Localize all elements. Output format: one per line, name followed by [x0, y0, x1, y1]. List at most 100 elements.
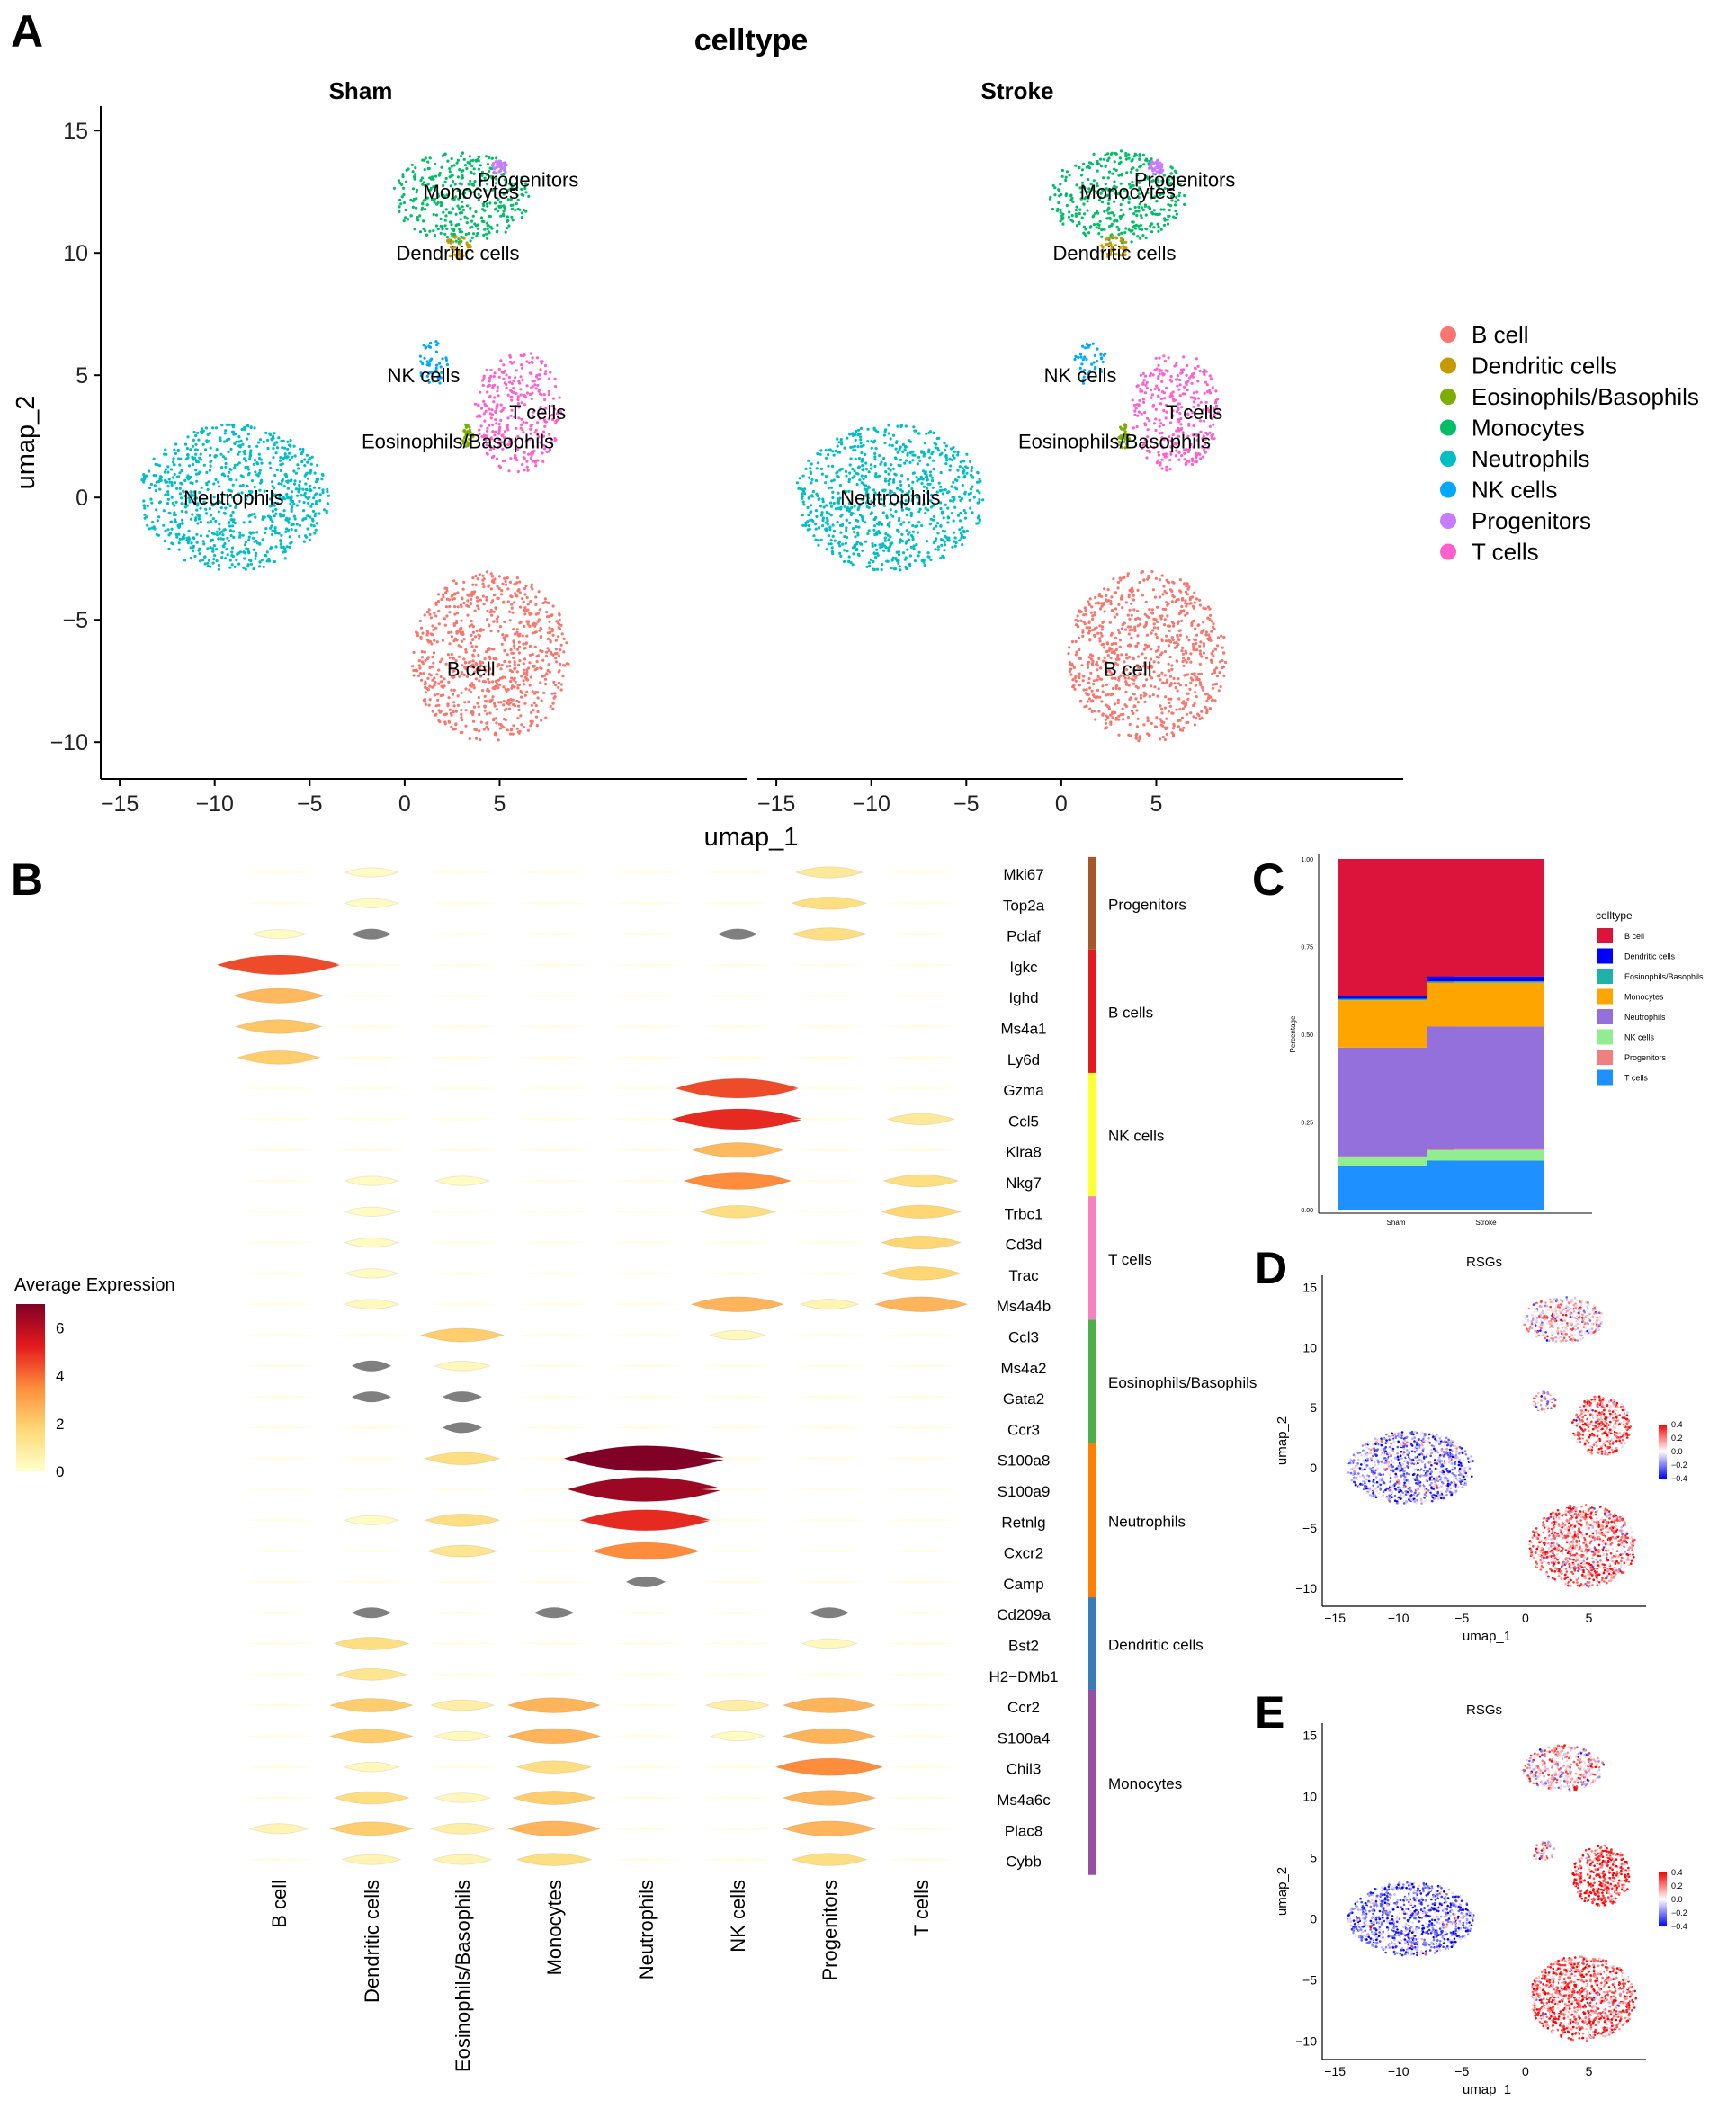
umap-point — [525, 360, 529, 363]
umap-point — [142, 499, 146, 503]
umap-point — [277, 482, 281, 486]
umap-point — [237, 452, 240, 456]
umap-point — [1190, 381, 1194, 385]
umap-point — [243, 543, 246, 547]
umap-point — [461, 208, 466, 212]
umap-point — [525, 634, 529, 638]
umap-point — [186, 435, 190, 439]
umap-point — [448, 642, 452, 646]
umap-point — [541, 602, 545, 605]
umap-point — [1140, 571, 1143, 575]
umap-point — [249, 532, 253, 535]
umap-point — [852, 531, 856, 534]
umap-point — [290, 528, 293, 532]
umap-point — [495, 657, 498, 661]
umap-point — [1092, 361, 1096, 364]
umap-point — [1141, 234, 1145, 237]
umap-point — [1150, 608, 1154, 612]
umap-point — [532, 701, 536, 705]
umap-point — [452, 579, 456, 583]
umap-point — [448, 604, 452, 609]
umap-point — [231, 510, 235, 514]
umap-point — [950, 447, 953, 451]
umap-point — [1199, 672, 1203, 675]
umap-point — [193, 518, 197, 522]
umap-point — [1082, 688, 1086, 692]
umap-point — [483, 228, 487, 231]
umap-point — [300, 460, 304, 464]
umap-point — [262, 565, 265, 568]
umap-point — [1104, 153, 1107, 156]
umap-point — [1058, 194, 1061, 198]
umap-point — [419, 360, 423, 363]
umap-point — [1201, 455, 1205, 459]
umap-point — [1167, 203, 1170, 207]
umap-point — [398, 205, 401, 209]
umap-point — [240, 427, 244, 432]
umap-point — [421, 631, 425, 635]
umap-point — [1183, 458, 1186, 461]
umap-point — [1073, 687, 1077, 691]
umap-point — [844, 541, 848, 545]
umap-point — [258, 541, 262, 546]
umap-point — [158, 487, 162, 491]
umap-point — [1178, 578, 1182, 582]
umap-point — [441, 593, 445, 596]
umap-point — [271, 509, 274, 513]
umap-point — [460, 719, 464, 722]
umap-point — [151, 520, 155, 524]
umap-point — [1210, 436, 1213, 440]
umap-point — [1141, 400, 1146, 404]
umap-point — [537, 590, 541, 594]
umap-point — [297, 487, 300, 491]
umap-point — [478, 155, 481, 158]
umap-point — [474, 583, 478, 586]
umap-point — [219, 439, 222, 442]
umap-point — [502, 407, 506, 410]
umap-point — [858, 478, 862, 482]
umap-point — [1158, 356, 1161, 360]
umap-point — [1182, 368, 1186, 371]
umap-point — [1092, 214, 1096, 218]
umap-point — [436, 693, 440, 696]
umap-point — [1221, 666, 1225, 669]
umap-point — [1172, 724, 1176, 728]
umap-point — [929, 470, 933, 474]
umap-point — [1083, 346, 1087, 350]
umap-point — [177, 548, 181, 551]
umap-point — [890, 567, 893, 570]
umap-point — [1195, 390, 1199, 394]
umap-point — [1197, 623, 1201, 627]
umap-point — [1073, 676, 1077, 680]
umap-point — [187, 540, 191, 543]
umap-point — [416, 631, 419, 635]
umap-point — [425, 638, 429, 641]
umap-point — [497, 686, 500, 690]
umap-point — [523, 624, 526, 629]
umap-point — [464, 232, 468, 237]
umap-point — [1146, 719, 1150, 723]
umap-point — [1127, 153, 1131, 156]
umap-point — [220, 473, 224, 477]
umap-point — [1133, 205, 1137, 210]
umap-point — [560, 632, 564, 636]
umap-point — [523, 469, 526, 472]
umap-point — [220, 424, 224, 427]
umap-point — [261, 538, 264, 541]
umap-point — [1094, 595, 1097, 600]
umap-point — [208, 507, 211, 511]
umap-point — [228, 423, 231, 426]
umap-point — [164, 478, 167, 482]
umap-point — [271, 504, 274, 507]
umap-point — [398, 198, 402, 201]
umap-point — [512, 656, 515, 660]
umap-point — [292, 469, 296, 473]
umap-point — [505, 382, 508, 387]
umap-point — [194, 516, 198, 520]
umap-point — [283, 557, 287, 560]
umap-point — [502, 636, 506, 639]
umap-point — [1065, 203, 1069, 208]
umap-point — [1191, 459, 1195, 463]
umap-point — [473, 402, 478, 406]
umap-point — [1080, 168, 1085, 172]
